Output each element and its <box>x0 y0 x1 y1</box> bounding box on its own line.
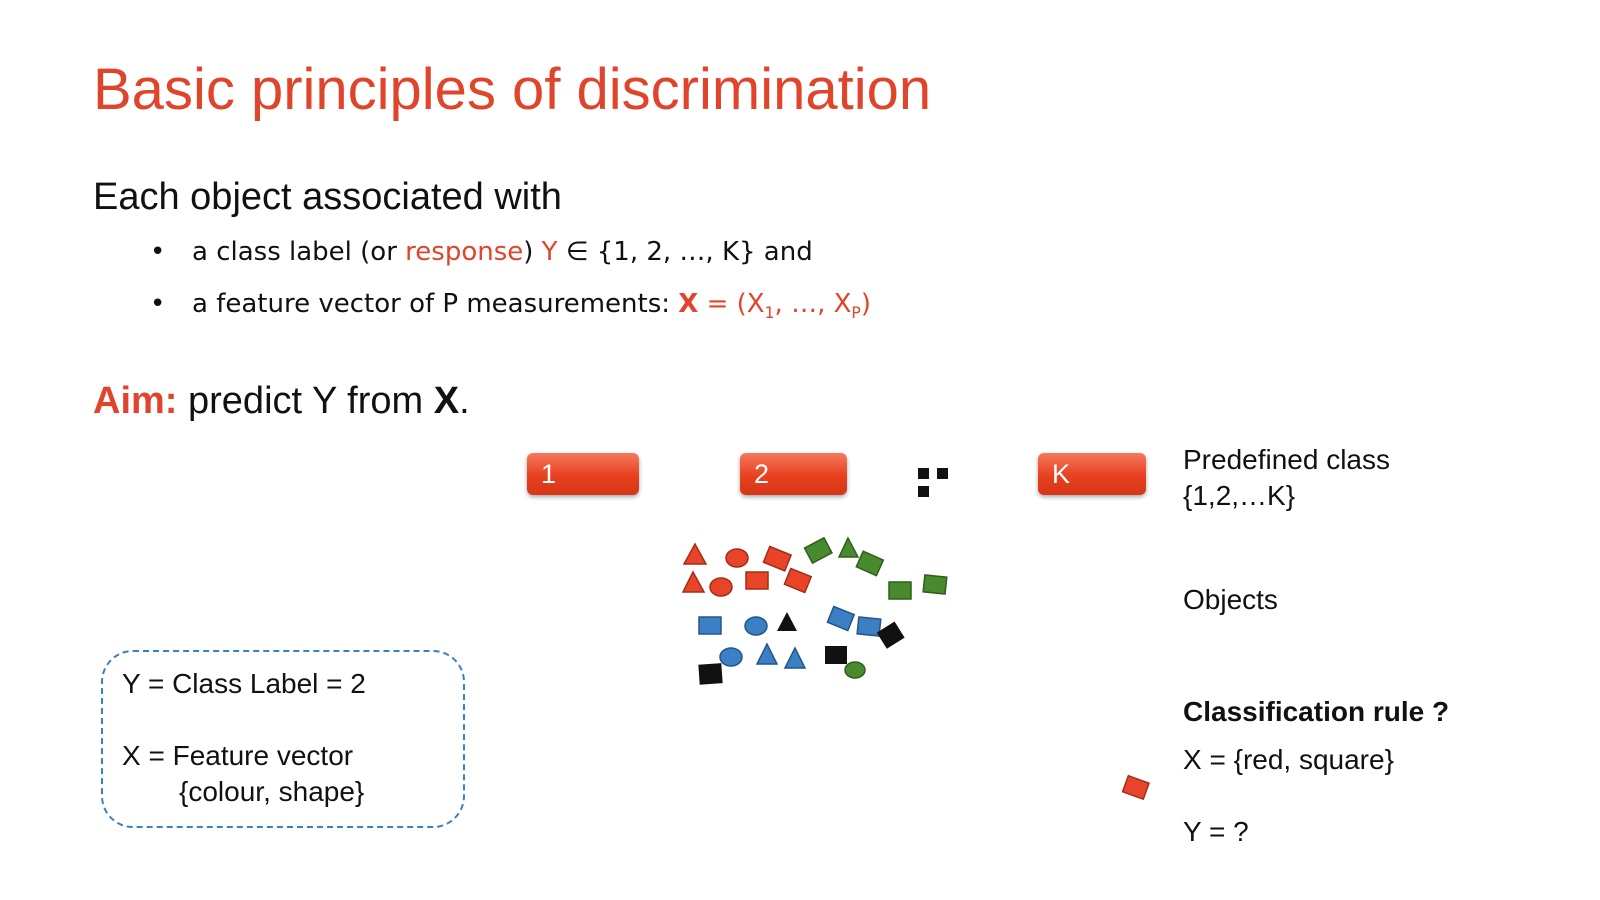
green-square <box>855 550 885 577</box>
objects-cluster <box>681 536 948 685</box>
red-square <box>745 571 769 590</box>
green-square <box>888 581 912 600</box>
definition-box <box>101 650 465 828</box>
aim-statement: Aim: predict Y from X. <box>93 380 470 423</box>
aim-period: . <box>459 380 470 422</box>
predefined-class-line1: Predefined class <box>1183 444 1391 475</box>
black-square <box>698 663 723 685</box>
query-object-red-square <box>1121 774 1151 801</box>
red-circle <box>725 548 749 568</box>
class-button-1[interactable]: 1 <box>527 453 639 495</box>
slide-title: Basic principles of discrimination <box>93 57 932 122</box>
blue-triangle <box>783 646 807 669</box>
classification-rule-heading: Classification rule ? <box>1183 696 1450 727</box>
class-label-definition: Y = Class Label = 2 <box>122 668 366 699</box>
bullet-text-rest: ∈ {1, 2, …, K} and <box>557 237 813 267</box>
bullet-list: • a class label (or response) Y ∈ {1, 2,… <box>150 230 871 334</box>
class-button-2[interactable]: 2 <box>740 453 847 495</box>
bullet-dot: • <box>150 289 166 319</box>
vector-mid: , …, X <box>774 289 852 319</box>
red-square <box>783 567 813 594</box>
bullet-class-label: • a class label (or response) Y ∈ {1, 2,… <box>150 230 871 282</box>
feature-vector-components: {colour, shape} <box>179 776 365 807</box>
black-square <box>876 621 905 649</box>
blue-circle <box>719 647 743 667</box>
green-triangle <box>837 536 860 558</box>
blue-circle <box>744 616 768 636</box>
ellipsis-dots <box>918 466 974 497</box>
rule-feature-line: X = {red, square} <box>1183 744 1394 775</box>
bullet-text: a class label (or <box>192 237 406 267</box>
predefined-class-set: {1,2,…K} <box>1183 480 1296 511</box>
ellipsis-dot <box>937 468 948 479</box>
black-square <box>825 646 847 664</box>
green-circle <box>844 661 866 679</box>
x-symbol: X <box>678 289 699 319</box>
blue-triangle <box>755 642 779 665</box>
ellipsis-dot <box>918 486 929 497</box>
vector-sub-p: P <box>851 304 861 323</box>
red-triangle <box>682 542 708 565</box>
predefined-class-label: Predefined class {1,2,…K} <box>1183 442 1390 514</box>
ellipsis-dot <box>918 468 929 479</box>
aim-label: Aim: <box>93 380 178 422</box>
black-triangle <box>777 612 797 631</box>
bullet-dot: • <box>150 237 166 267</box>
feature-vector-definition: X = Feature vector <box>122 740 354 771</box>
blue-square <box>698 616 722 635</box>
response-word: response <box>405 237 524 267</box>
red-square <box>762 545 793 572</box>
bullet-text: a feature vector of P measurements: <box>192 289 679 319</box>
aim-x: X <box>433 380 460 422</box>
vector-sub-1: 1 <box>764 304 775 323</box>
green-square <box>803 536 833 565</box>
aim-text: predict Y from <box>177 380 434 422</box>
objects-label: Objects <box>1183 584 1278 615</box>
y-symbol: Y <box>533 237 558 267</box>
blue-square <box>856 616 882 637</box>
bullet-text-close: ) <box>523 237 534 267</box>
red-circle <box>709 577 733 597</box>
intro-text: Each object associated with <box>93 176 562 218</box>
rule-class-line: Y = ? <box>1183 816 1249 847</box>
bullet-feature-vector: • a feature vector of P measurements: X … <box>150 282 871 334</box>
vector-close: ) <box>860 289 871 319</box>
blue-square <box>826 605 856 632</box>
red-triangle <box>681 570 706 593</box>
green-square <box>922 574 948 595</box>
vector-open: = (X <box>698 289 765 319</box>
class-button-k[interactable]: K <box>1038 453 1146 495</box>
